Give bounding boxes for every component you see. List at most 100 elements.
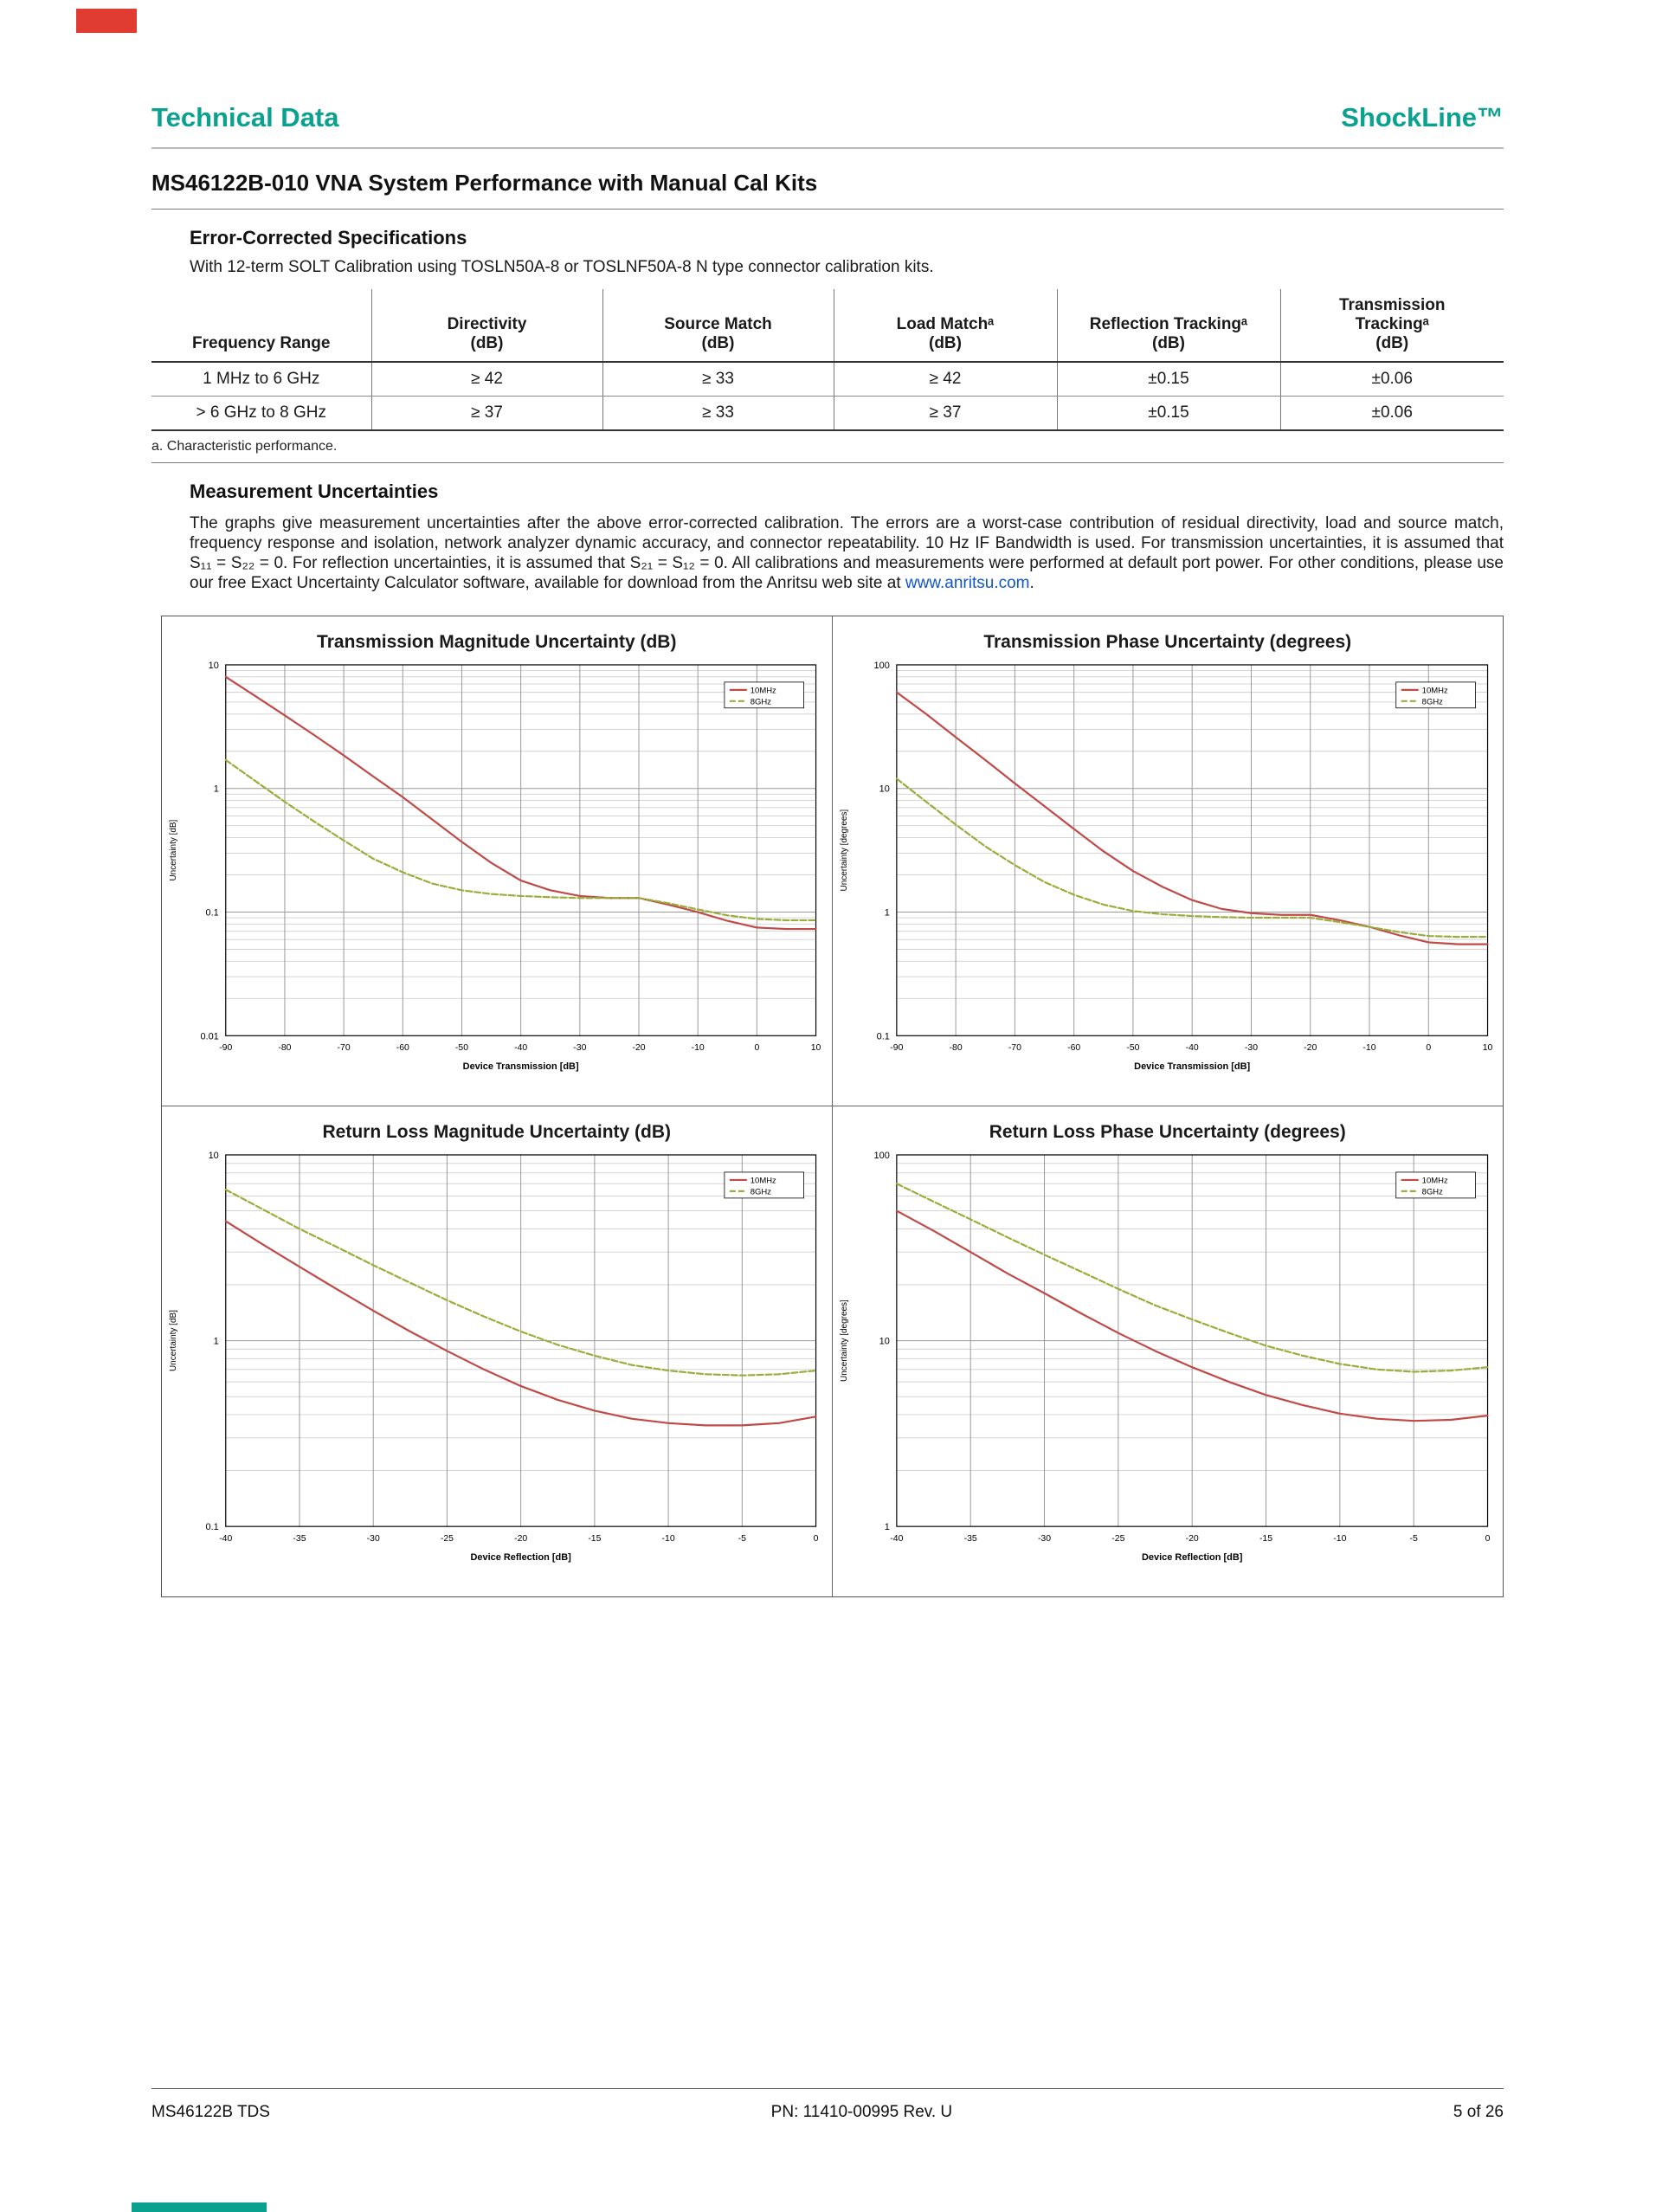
chart-return-loss-magnitude: Return Loss Magnitude Uncertainty (dB) 0… bbox=[162, 1106, 833, 1597]
svg-text:0: 0 bbox=[1485, 1534, 1490, 1544]
col-header-label: Frequency Range bbox=[192, 333, 331, 352]
col-header-unit: (dB) bbox=[701, 333, 735, 352]
anritsu-website-link[interactable]: www.anritsu.com bbox=[905, 574, 1030, 593]
svg-text:10: 10 bbox=[1482, 1043, 1492, 1053]
svg-text:-20: -20 bbox=[1304, 1043, 1317, 1053]
footnote-divider bbox=[151, 461, 1504, 463]
chart-transmission-magnitude: Transmission Magnitude Uncertainty (dB) … bbox=[162, 616, 833, 1107]
specs-intro: With 12-term SOLT Calibration using TOSL… bbox=[190, 258, 934, 276]
svg-text:1: 1 bbox=[214, 784, 219, 795]
cell-frequency-range: 1 MHz to 6 GHz bbox=[151, 361, 372, 397]
svg-text:8GHz: 8GHz bbox=[750, 698, 771, 707]
cell-reflection-tracking: ±0.15 bbox=[1056, 396, 1281, 431]
svg-text:-40: -40 bbox=[1185, 1043, 1198, 1053]
svg-text:-20: -20 bbox=[514, 1534, 527, 1544]
cell-load-match: ≥ 42 bbox=[833, 361, 1058, 397]
svg-text:-5: -5 bbox=[738, 1534, 746, 1544]
svg-text:Uncertainty [dB]: Uncertainty [dB] bbox=[169, 1310, 178, 1371]
scan-artifact-teal bbox=[132, 2202, 267, 2212]
doc-type-heading: Technical Data bbox=[151, 102, 339, 132]
svg-text:-30: -30 bbox=[1037, 1534, 1050, 1544]
table-row: 1 MHz to 6 GHz ≥ 42 ≥ 33 ≥ 42 ±0.15 ±0.0… bbox=[151, 361, 1504, 397]
svg-text:10MHz: 10MHz bbox=[1421, 1177, 1447, 1186]
uncertainties-heading: Measurement Uncertainties bbox=[190, 480, 439, 502]
col-header-unit: (dB) bbox=[929, 333, 962, 352]
svg-text:-10: -10 bbox=[1333, 1534, 1346, 1544]
error-corrected-specs-table: Frequency Range Directivity (dB) Source … bbox=[151, 289, 1504, 431]
svg-text:-5: -5 bbox=[1409, 1534, 1417, 1544]
cell-source-match: ≥ 33 bbox=[602, 361, 834, 397]
svg-text:-20: -20 bbox=[632, 1043, 645, 1053]
svg-text:Uncertainty [degrees]: Uncertainty [degrees] bbox=[839, 1299, 848, 1382]
col-header-reflection-tracking: Reflection Trackingᵃ (dB) bbox=[1056, 289, 1281, 363]
uncertainties-paragraph: The graphs give measurement uncertaintie… bbox=[190, 513, 1504, 594]
col-header-directivity: Directivity (dB) bbox=[370, 289, 603, 363]
svg-text:-90: -90 bbox=[890, 1043, 903, 1053]
svg-text:1: 1 bbox=[884, 1522, 889, 1532]
svg-text:8GHz: 8GHz bbox=[1421, 1188, 1442, 1197]
svg-text:-60: -60 bbox=[396, 1043, 409, 1053]
svg-text:100: 100 bbox=[873, 1151, 889, 1161]
chart-title: Transmission Magnitude Uncertainty (dB) bbox=[317, 632, 677, 653]
cell-directivity: ≥ 42 bbox=[370, 361, 603, 397]
svg-text:0: 0 bbox=[814, 1534, 819, 1544]
svg-text:10MHz: 10MHz bbox=[750, 687, 776, 696]
svg-text:-80: -80 bbox=[278, 1043, 291, 1053]
svg-text:-40: -40 bbox=[219, 1534, 232, 1544]
svg-text:10: 10 bbox=[811, 1043, 821, 1053]
svg-text:-90: -90 bbox=[219, 1043, 232, 1053]
cell-directivity: ≥ 37 bbox=[370, 396, 603, 431]
svg-text:-25: -25 bbox=[441, 1534, 454, 1544]
svg-text:-10: -10 bbox=[662, 1534, 675, 1544]
svg-text:0.01: 0.01 bbox=[200, 1032, 218, 1042]
svg-text:-15: -15 bbox=[588, 1534, 601, 1544]
svg-text:8GHz: 8GHz bbox=[750, 1188, 771, 1197]
header-divider bbox=[151, 147, 1504, 149]
chart-canvas-return-loss-magnitude: 0.1 1 10 -40 -35 -30 -25 -20 -15 -10 -5 0 10MHz 8GHz D… bbox=[162, 1145, 832, 1596]
chart-transmission-phase: Transmission Phase Uncertainty (degrees)… bbox=[832, 616, 1504, 1107]
svg-text:-20: -20 bbox=[1185, 1534, 1198, 1544]
paragraph-text: The graphs give measurement uncertaintie… bbox=[190, 513, 1504, 593]
cell-frequency-range: > 6 GHz to 8 GHz bbox=[151, 396, 372, 431]
chart-title: Transmission Phase Uncertainty (degrees) bbox=[983, 632, 1352, 653]
chart-canvas-transmission-phase: 0.1 1 10 100 -90 -80 -70 -60 -50 -40 -30 -20 -10 0 10 1… bbox=[833, 655, 1504, 1106]
svg-text:10: 10 bbox=[209, 661, 219, 671]
cell-source-match: ≥ 33 bbox=[602, 396, 834, 431]
page-header: Technical Data ShockLine™ bbox=[151, 102, 1504, 133]
chart-canvas-transmission-magnitude: 0.01 0.1 1 10 -90 -80 -70 -60 -50 -40 -30 -20 -10 0 10… bbox=[162, 655, 832, 1106]
col-header-label: Load Matchᵃ bbox=[896, 314, 995, 333]
paragraph-text-end: . bbox=[1029, 574, 1034, 593]
svg-text:-35: -35 bbox=[293, 1534, 306, 1544]
svg-text:10: 10 bbox=[209, 1151, 219, 1161]
svg-text:-30: -30 bbox=[367, 1534, 380, 1544]
table-footnote: a. Characteristic performance. bbox=[151, 438, 338, 454]
svg-text:10MHz: 10MHz bbox=[1421, 687, 1447, 696]
cell-reflection-tracking: ±0.15 bbox=[1056, 361, 1281, 397]
svg-text:-30: -30 bbox=[573, 1043, 586, 1053]
footer-page-number: 5 of 26 bbox=[1453, 2103, 1504, 2121]
table-row: > 6 GHz to 8 GHz ≥ 37 ≥ 33 ≥ 37 ±0.15 ±0… bbox=[151, 396, 1504, 431]
svg-text:-70: -70 bbox=[338, 1043, 351, 1053]
footer-doc-name: MS46122B TDS bbox=[151, 2103, 270, 2121]
svg-text:Uncertainty [dB]: Uncertainty [dB] bbox=[169, 820, 178, 881]
svg-text:-40: -40 bbox=[514, 1043, 527, 1053]
svg-text:Device Transmission [dB]: Device Transmission [dB] bbox=[1134, 1061, 1250, 1072]
chart-title: Return Loss Magnitude Uncertainty (dB) bbox=[322, 1122, 672, 1143]
svg-text:-70: -70 bbox=[1008, 1043, 1021, 1053]
col-header-source-match: Source Match (dB) bbox=[602, 289, 834, 363]
cell-transmission-tracking: ±0.06 bbox=[1279, 361, 1504, 397]
svg-text:Device Reflection [dB]: Device Reflection [dB] bbox=[470, 1552, 571, 1563]
table-header-row: Frequency Range Directivity (dB) Source … bbox=[151, 289, 1504, 363]
footer-part-number: PN: 11410-00995 Rev. U bbox=[770, 2103, 953, 2121]
col-header-unit: (dB) bbox=[1152, 333, 1185, 352]
page-title: MS46122B-010 VNA System Performance with… bbox=[151, 170, 818, 196]
svg-text:10: 10 bbox=[879, 1337, 889, 1347]
svg-text:1: 1 bbox=[214, 1337, 219, 1347]
chart-return-loss-phase: Return Loss Phase Uncertainty (degrees) … bbox=[833, 1106, 1504, 1596]
col-header-unit: (dB) bbox=[470, 333, 504, 352]
svg-text:8GHz: 8GHz bbox=[1421, 698, 1442, 707]
svg-text:-10: -10 bbox=[1362, 1043, 1375, 1053]
svg-text:Device Transmission [dB]: Device Transmission [dB] bbox=[463, 1061, 579, 1072]
svg-text:0.1: 0.1 bbox=[876, 1032, 889, 1042]
